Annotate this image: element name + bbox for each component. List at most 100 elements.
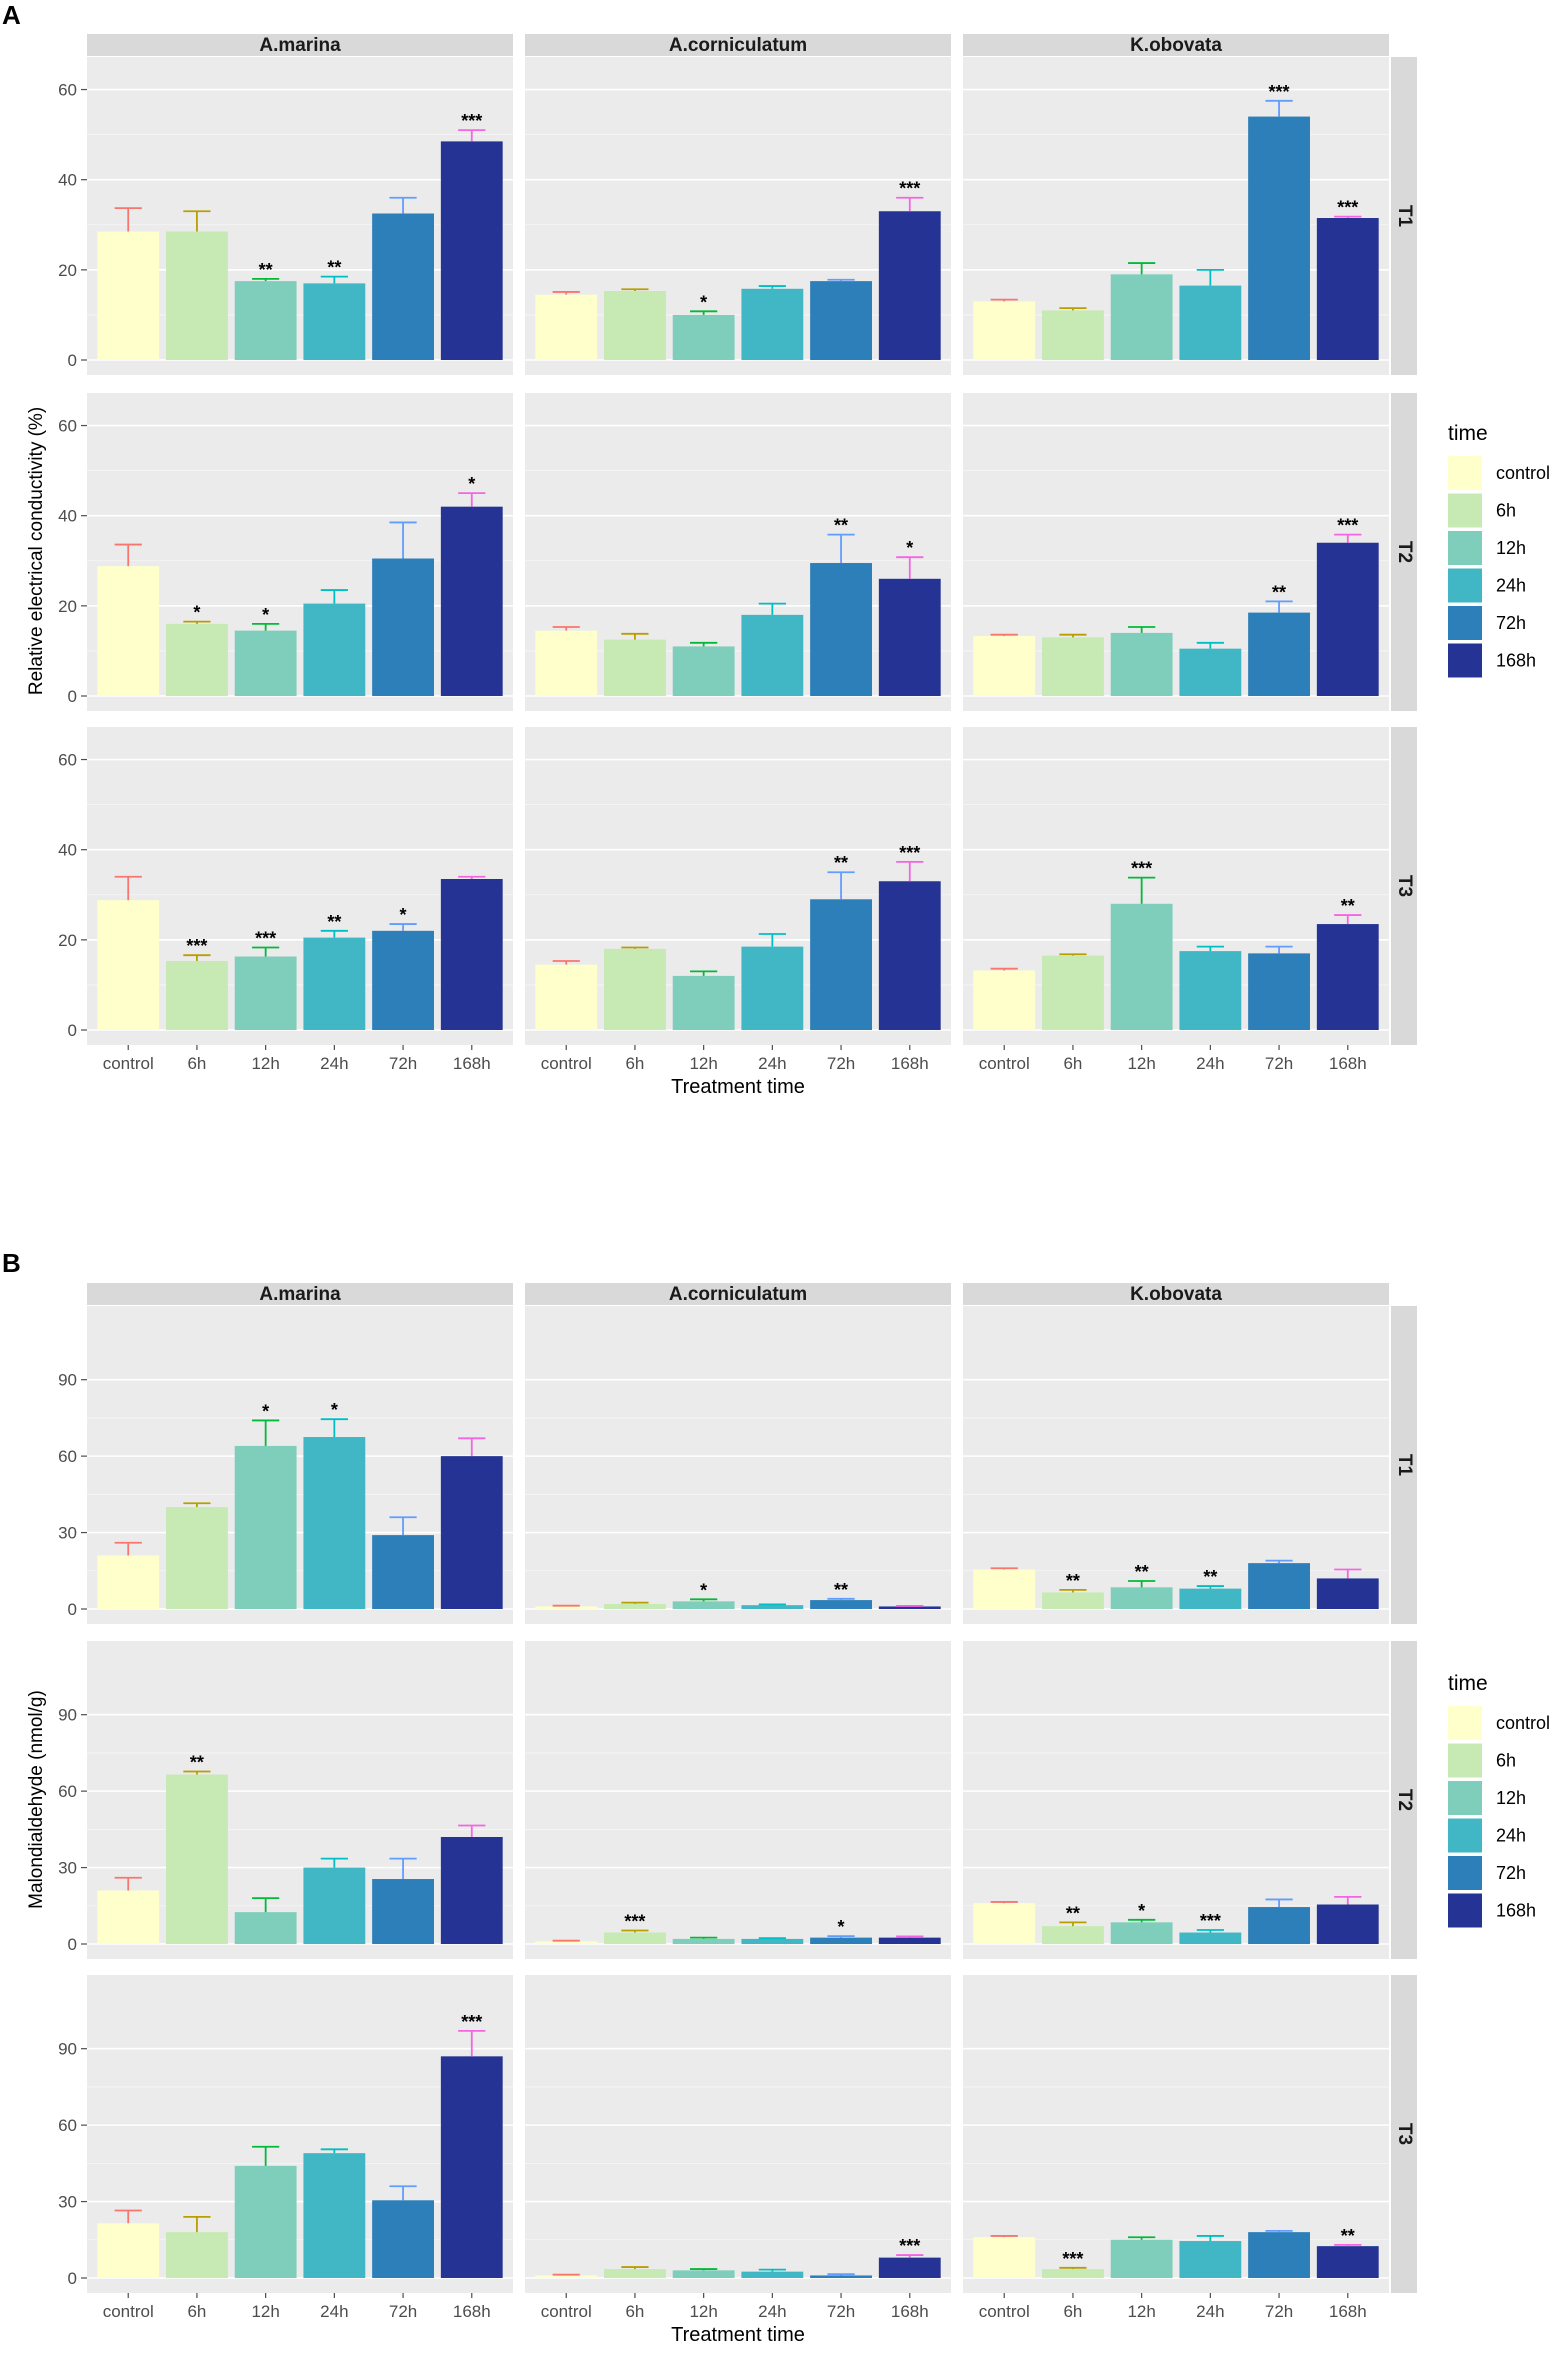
treatment-strip bbox=[1391, 57, 1417, 375]
bar bbox=[810, 899, 872, 1030]
bar bbox=[166, 961, 228, 1030]
bar bbox=[1042, 637, 1104, 696]
legend-item-label: 12h bbox=[1496, 1788, 1526, 1808]
significance-label: *** bbox=[899, 843, 920, 863]
legend-item-label: control bbox=[1496, 1713, 1550, 1733]
bar bbox=[303, 1867, 366, 1944]
bar bbox=[440, 1836, 503, 1944]
species-label: A.corniculatum bbox=[669, 1284, 807, 1305]
bar bbox=[1110, 632, 1173, 696]
species-strip bbox=[963, 34, 1389, 56]
y-tick-label: 0 bbox=[68, 1021, 77, 1040]
treatment-strip bbox=[1391, 393, 1417, 711]
bar bbox=[1316, 542, 1379, 696]
legend-item-label: 24h bbox=[1496, 576, 1526, 596]
significance-label: * bbox=[838, 1917, 845, 1937]
x-tick-label: 6h bbox=[1063, 2302, 1082, 2321]
legend-swatch bbox=[1448, 1743, 1482, 1778]
bar bbox=[166, 623, 228, 696]
x-tick-label: 168h bbox=[891, 1054, 929, 1073]
bar bbox=[166, 2232, 228, 2278]
bar bbox=[166, 1507, 228, 1609]
legend-swatch bbox=[1448, 606, 1482, 640]
y-tick-label: 30 bbox=[58, 1859, 77, 1878]
x-tick-label: 72h bbox=[1265, 2302, 1293, 2321]
bar bbox=[535, 2275, 598, 2278]
bar bbox=[535, 964, 598, 1030]
bar bbox=[303, 283, 366, 360]
bar bbox=[741, 2271, 804, 2278]
bar bbox=[303, 603, 366, 696]
significance-label: * bbox=[906, 538, 913, 558]
bar bbox=[672, 975, 735, 1030]
legend-item-label: 6h bbox=[1496, 501, 1516, 521]
significance-label: *** bbox=[624, 1911, 645, 1931]
bar bbox=[810, 2275, 872, 2278]
x-tick-label: 24h bbox=[758, 1054, 786, 1073]
bar bbox=[97, 231, 160, 360]
bar bbox=[1179, 1588, 1242, 1609]
significance-label: *** bbox=[899, 179, 920, 199]
species-label: A.marina bbox=[259, 35, 341, 56]
bar bbox=[1316, 1578, 1379, 1609]
bar bbox=[234, 1912, 297, 1944]
significance-label: ** bbox=[190, 1753, 204, 1773]
legend-item-label: control bbox=[1496, 463, 1550, 483]
legend-item-label: 168h bbox=[1496, 651, 1536, 671]
y-tick-label: 60 bbox=[58, 751, 77, 770]
y-tick-label: 20 bbox=[58, 261, 77, 280]
x-tick-label: 72h bbox=[389, 1054, 417, 1073]
legend-swatch bbox=[1448, 531, 1482, 565]
panel-background bbox=[525, 1641, 951, 1959]
bar bbox=[878, 2257, 941, 2278]
bar bbox=[672, 1938, 735, 1944]
y-tick-label: 20 bbox=[58, 597, 77, 616]
y-tick-label: 60 bbox=[58, 1782, 77, 1801]
bar bbox=[372, 213, 434, 360]
bar bbox=[1179, 1932, 1242, 1944]
x-tick-label: 12h bbox=[251, 2302, 279, 2321]
bar bbox=[604, 1603, 666, 1609]
bar bbox=[1248, 116, 1310, 360]
legend-swatch bbox=[1448, 456, 1482, 490]
legend-item-label: 168h bbox=[1496, 1901, 1536, 1921]
x-tick-label: 24h bbox=[320, 2302, 348, 2321]
significance-label: ** bbox=[1135, 1562, 1149, 1582]
y-tick-label: 30 bbox=[58, 2193, 77, 2212]
bar bbox=[810, 1937, 872, 1944]
significance-label: *** bbox=[1131, 859, 1152, 879]
significance-label: *** bbox=[255, 929, 276, 949]
significance-label: *** bbox=[1062, 2249, 1083, 2269]
x-tick-label: 12h bbox=[689, 2302, 717, 2321]
y-tick-label: 60 bbox=[58, 1447, 77, 1466]
legend-swatch bbox=[1448, 493, 1482, 528]
bar bbox=[1042, 1592, 1104, 1609]
treatment-strip bbox=[1391, 727, 1417, 1045]
bar bbox=[1316, 1904, 1379, 1944]
y-tick-label: 0 bbox=[68, 687, 77, 706]
bar bbox=[440, 1456, 503, 1609]
species-strip bbox=[87, 34, 513, 56]
x-tick-label: control bbox=[103, 2302, 154, 2321]
significance-label: * bbox=[331, 1400, 338, 1420]
bar bbox=[535, 1941, 598, 1944]
species-strip bbox=[525, 34, 951, 56]
bar bbox=[535, 1606, 598, 1609]
x-tick-label: 6h bbox=[625, 1054, 644, 1073]
bar bbox=[1248, 1563, 1310, 1609]
bar bbox=[1179, 648, 1242, 696]
bar bbox=[234, 281, 297, 360]
significance-label: * bbox=[1138, 1901, 1145, 1921]
significance-label: *** bbox=[899, 2236, 920, 2256]
bar bbox=[672, 646, 735, 696]
bar bbox=[1110, 1922, 1173, 1944]
species-strip bbox=[963, 1283, 1389, 1305]
bar bbox=[973, 2237, 1036, 2278]
bar bbox=[741, 288, 804, 360]
bar bbox=[672, 314, 735, 360]
significance-label: * bbox=[262, 605, 269, 625]
bar bbox=[372, 1879, 434, 1944]
bar bbox=[1248, 2232, 1310, 2278]
bar bbox=[973, 301, 1036, 360]
